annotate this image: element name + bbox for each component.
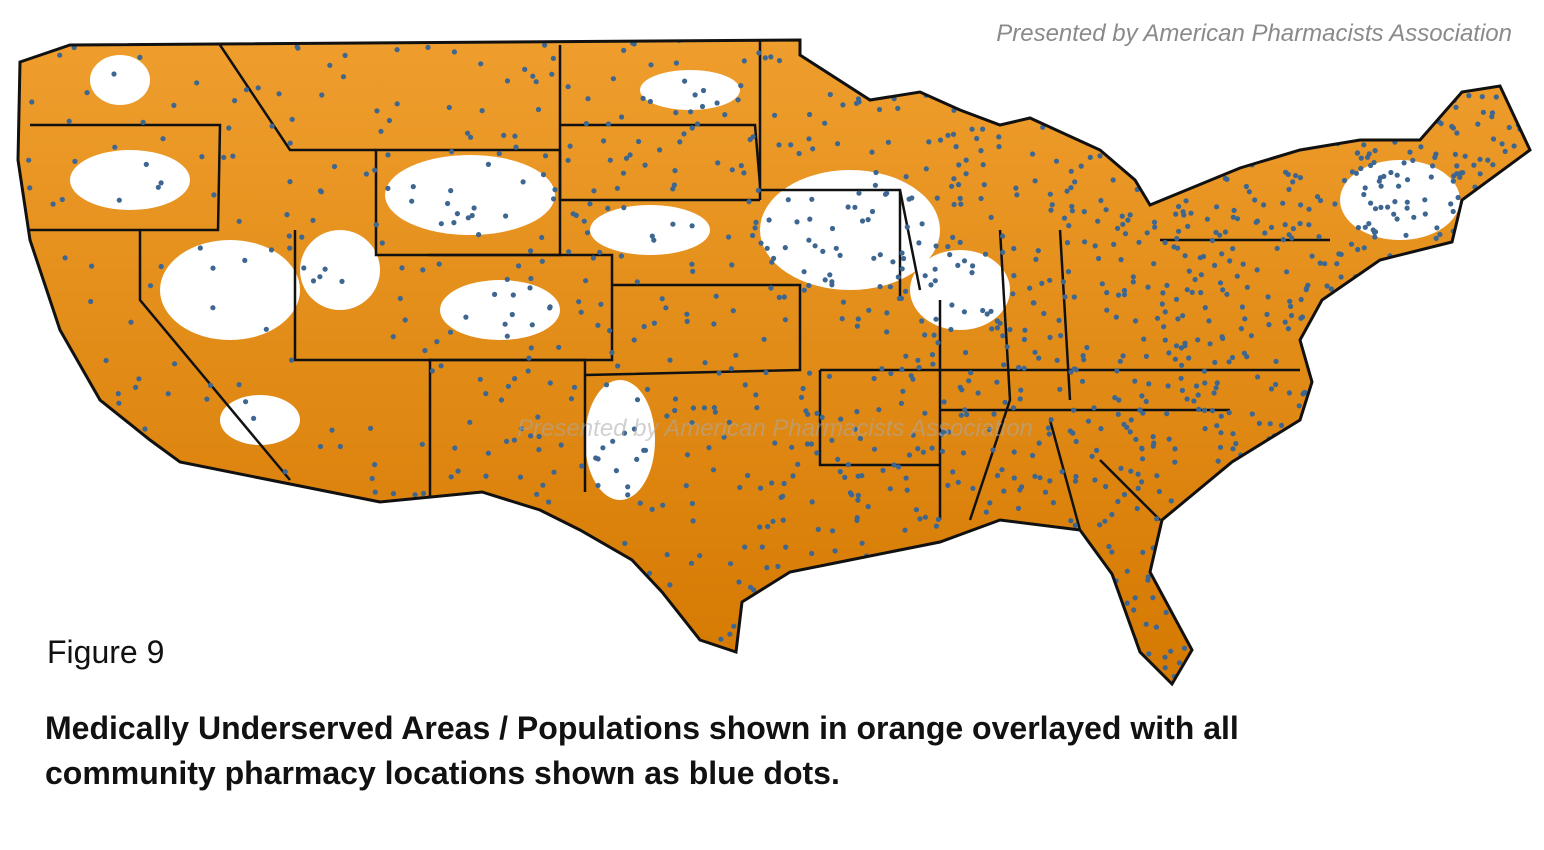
underserved-area xyxy=(18,40,1530,684)
map-body xyxy=(18,40,1530,684)
figure-label: Figure 9 xyxy=(47,634,165,670)
state-borders xyxy=(30,40,1330,531)
watermark: Presented by American Pharmacists Associ… xyxy=(517,415,1033,442)
caption: Medically Underserved Areas / Population… xyxy=(45,710,1239,791)
credit: Presented by American Pharmacists Associ… xyxy=(996,20,1512,47)
map: Presented by American Pharmacists Associ… xyxy=(16,38,1532,686)
